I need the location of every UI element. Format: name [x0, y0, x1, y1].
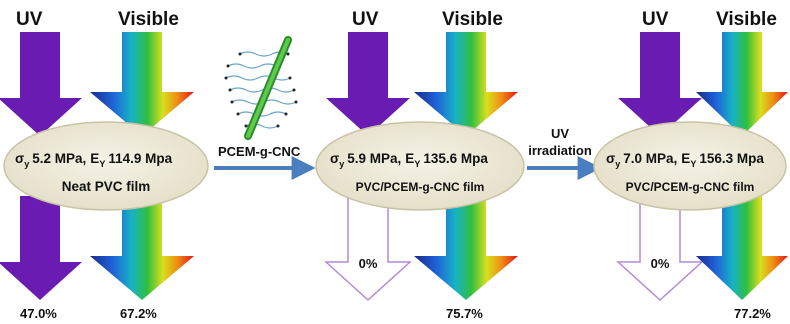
- visible-header: Visible: [442, 9, 503, 30]
- visible-transmitted-arrow: [90, 196, 194, 300]
- uv-transmission-value: 0%: [651, 256, 670, 271]
- uv-blocked-arrow: [616, 195, 704, 302]
- visible-transmission-value: 67.2%: [120, 306, 157, 321]
- uv-blocked-arrow: [324, 195, 412, 302]
- visible-incident-arrow: [414, 32, 518, 136]
- visible-header: Visible: [118, 9, 179, 30]
- process-uv-irradiation: UV irradiation: [527, 126, 602, 180]
- pcem-g-cnc-illustration: [224, 36, 298, 140]
- process-label-line1: UV: [551, 126, 569, 141]
- process-label-line2: irradiation: [528, 143, 592, 158]
- uv-transmission-value: 0%: [359, 256, 378, 271]
- stage-pvc-pcem-g-cnc: UV Visible σy 5.9 MPa, EY 135.6 Mpa PVC/PCE…: [315, 9, 525, 321]
- visible-transmission-value: 75.7%: [446, 306, 483, 321]
- mechanical-properties: σy 5.2 MPa, EY 114.9 Mpa: [15, 151, 173, 169]
- visible-header: Visible: [716, 9, 777, 30]
- film-ellipse: [593, 121, 787, 211]
- visible-transmitted-arrow: [696, 196, 788, 300]
- stage-uv-irradiated: UV Visible σy 7.0 MPa, EY 156.3 Mpa PVC/PCE…: [593, 9, 788, 321]
- uv-transmission-value: 47.0%: [20, 306, 57, 321]
- visible-transmission-value: 77.2%: [734, 306, 771, 321]
- uv-incident-arrow: [326, 32, 410, 136]
- film-name: Neat PVC film: [62, 179, 151, 194]
- film-ellipse: [315, 121, 525, 211]
- stage-neat-pvc: UV Visible σy 5.2 MPa, EY 114.9 Mpa Neat PV…: [0, 9, 209, 321]
- uv-header: UV: [16, 9, 43, 30]
- visible-transmitted-arrow: [414, 196, 518, 300]
- uv-incident-arrow: [0, 32, 82, 136]
- film-name: PVC/PCEM-g-CNC film: [626, 180, 755, 194]
- process-label: PCEM-g-CNC: [218, 144, 301, 159]
- mechanical-properties: σy 7.0 MPa, EY 156.3 Mpa: [606, 151, 764, 169]
- mechanical-properties: σy 5.9 MPa, EY 135.6 Mpa: [330, 151, 488, 169]
- visible-incident-arrow: [696, 32, 788, 136]
- process-pcem-g-cnc: PCEM-g-CNC: [214, 36, 316, 180]
- uv-incident-arrow: [618, 32, 702, 136]
- visible-incident-arrow: [90, 32, 194, 136]
- uv-header: UV: [642, 9, 669, 30]
- film-ellipse: [3, 121, 209, 211]
- uv-header: UV: [352, 9, 379, 30]
- film-name: PVC/PCEM-g-CNC film: [356, 180, 485, 194]
- uv-transmitted-arrow: [0, 196, 82, 300]
